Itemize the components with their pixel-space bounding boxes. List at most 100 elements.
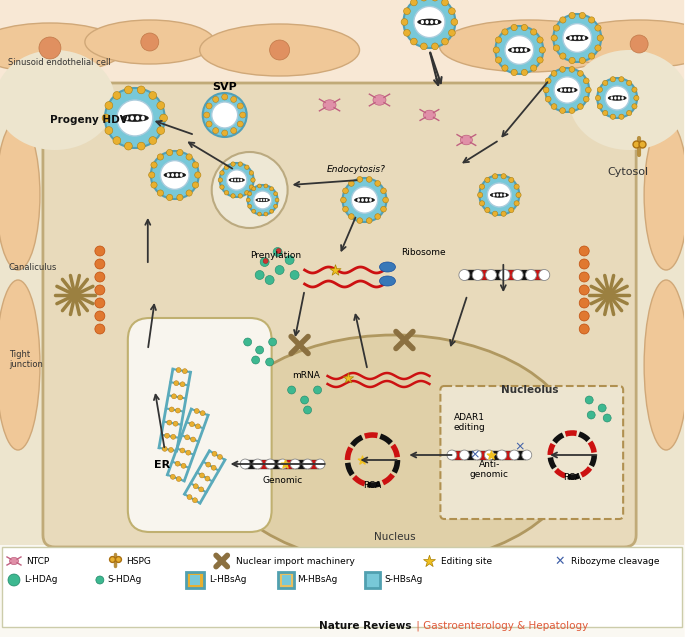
Ellipse shape xyxy=(10,557,18,564)
Circle shape xyxy=(580,246,589,256)
Ellipse shape xyxy=(136,115,140,120)
Circle shape xyxy=(105,101,113,110)
Circle shape xyxy=(516,192,521,197)
Circle shape xyxy=(220,171,224,175)
Text: Canaliculus: Canaliculus xyxy=(9,263,58,272)
Circle shape xyxy=(203,112,210,118)
Bar xyxy=(464,450,476,459)
Circle shape xyxy=(212,96,219,103)
Circle shape xyxy=(273,248,282,257)
Circle shape xyxy=(186,450,191,455)
Circle shape xyxy=(169,407,174,412)
Ellipse shape xyxy=(564,89,566,92)
Text: Genomic: Genomic xyxy=(262,476,303,485)
Circle shape xyxy=(472,269,483,280)
Circle shape xyxy=(212,152,288,228)
Ellipse shape xyxy=(234,178,236,182)
Text: ER: ER xyxy=(153,460,170,470)
Circle shape xyxy=(177,194,183,201)
Ellipse shape xyxy=(511,48,514,52)
Circle shape xyxy=(290,459,300,469)
Point xyxy=(424,556,435,566)
Bar xyxy=(245,459,257,468)
Circle shape xyxy=(211,465,216,470)
Ellipse shape xyxy=(240,178,242,182)
Circle shape xyxy=(537,57,543,63)
Text: Ribosome: Ribosome xyxy=(401,248,446,257)
Circle shape xyxy=(245,190,249,195)
Ellipse shape xyxy=(266,199,268,201)
Circle shape xyxy=(597,35,603,41)
Circle shape xyxy=(514,184,519,189)
Circle shape xyxy=(125,142,132,150)
Circle shape xyxy=(499,269,510,280)
Point xyxy=(342,373,353,383)
Ellipse shape xyxy=(559,20,685,68)
Ellipse shape xyxy=(524,48,527,52)
Ellipse shape xyxy=(175,173,178,177)
Circle shape xyxy=(113,92,121,99)
Ellipse shape xyxy=(200,24,360,76)
Circle shape xyxy=(580,259,589,269)
Circle shape xyxy=(206,121,212,127)
Bar xyxy=(504,270,516,280)
Circle shape xyxy=(173,421,178,426)
Circle shape xyxy=(627,110,632,116)
Circle shape xyxy=(580,12,586,18)
Bar xyxy=(190,575,200,585)
Circle shape xyxy=(237,103,243,109)
Circle shape xyxy=(166,194,173,201)
Circle shape xyxy=(569,66,575,72)
Circle shape xyxy=(366,218,372,224)
Circle shape xyxy=(531,29,537,35)
Circle shape xyxy=(479,201,484,206)
Ellipse shape xyxy=(323,100,336,110)
Circle shape xyxy=(597,87,603,92)
Ellipse shape xyxy=(361,198,364,202)
Ellipse shape xyxy=(490,193,508,197)
Circle shape xyxy=(560,17,566,23)
Text: L-HBsAg: L-HBsAg xyxy=(209,575,246,585)
Text: Nature Reviews: Nature Reviews xyxy=(319,621,412,631)
Circle shape xyxy=(472,450,482,460)
Circle shape xyxy=(410,38,417,45)
Circle shape xyxy=(580,324,589,334)
Circle shape xyxy=(381,188,386,194)
Circle shape xyxy=(96,576,104,584)
Bar xyxy=(477,270,490,280)
Circle shape xyxy=(248,185,277,215)
Circle shape xyxy=(151,182,157,188)
Circle shape xyxy=(193,483,198,489)
Bar xyxy=(308,459,319,468)
Circle shape xyxy=(177,395,183,400)
Circle shape xyxy=(521,69,527,76)
Circle shape xyxy=(238,194,242,198)
Circle shape xyxy=(551,35,558,41)
Circle shape xyxy=(180,382,185,387)
Ellipse shape xyxy=(508,47,530,53)
Bar xyxy=(531,270,543,280)
Ellipse shape xyxy=(373,95,386,105)
Ellipse shape xyxy=(258,199,260,201)
Bar xyxy=(295,459,307,468)
Ellipse shape xyxy=(263,199,265,201)
Circle shape xyxy=(125,86,132,94)
Circle shape xyxy=(206,462,211,467)
Ellipse shape xyxy=(568,89,571,92)
Circle shape xyxy=(569,12,575,18)
Bar xyxy=(282,575,290,585)
Circle shape xyxy=(531,65,537,71)
Ellipse shape xyxy=(500,194,502,197)
Bar xyxy=(0,545,684,637)
Circle shape xyxy=(182,369,187,374)
Circle shape xyxy=(509,177,514,183)
Bar xyxy=(364,572,380,588)
Text: Prenylation: Prenylation xyxy=(251,251,301,260)
Ellipse shape xyxy=(621,96,624,99)
Circle shape xyxy=(342,188,349,194)
Circle shape xyxy=(603,80,608,85)
Circle shape xyxy=(477,192,483,197)
Text: ADAR1
editing: ADAR1 editing xyxy=(453,413,485,432)
Circle shape xyxy=(495,57,501,63)
Ellipse shape xyxy=(421,20,424,24)
